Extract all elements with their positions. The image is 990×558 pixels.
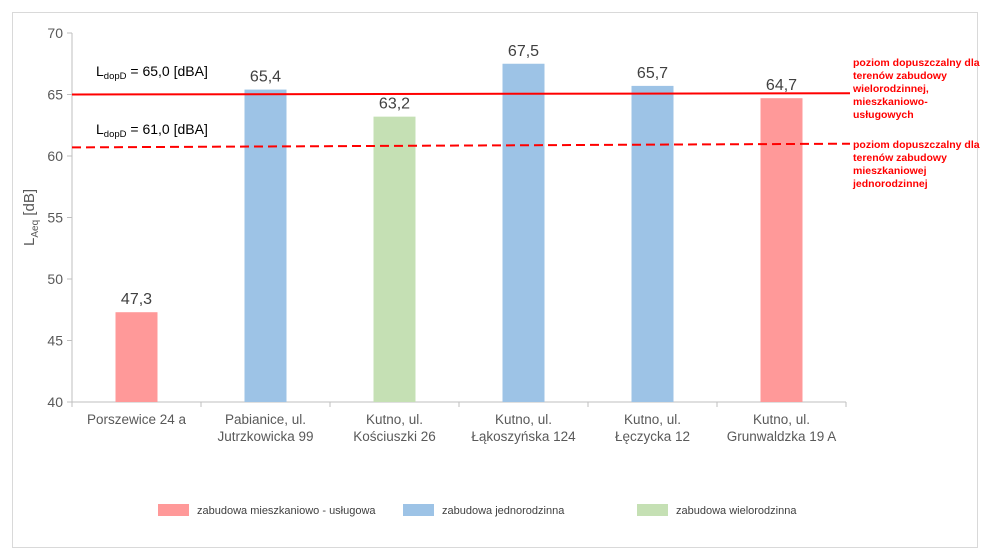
chart-frame	[12, 12, 978, 548]
bar	[115, 312, 158, 402]
legend-item: zabudowa mieszkaniowo - usługowa	[158, 504, 376, 517]
legend: zabudowa mieszkaniowo - usługowa zabudowa…	[158, 504, 797, 517]
bar	[244, 89, 287, 402]
y-tick-label: 40	[47, 394, 63, 410]
data-label: 64,7	[766, 77, 797, 94]
reference-line-label: LdopD = 61,0 [dBA]	[96, 121, 208, 140]
bar	[760, 98, 803, 402]
y-tick-label: 70	[47, 25, 63, 41]
data-label: 47,3	[121, 291, 152, 308]
legend-item: zabudowa wielorodzinna	[637, 504, 797, 517]
category-label: Pabianice, ul. Jutrzkowicka 99	[217, 412, 313, 444]
y-tick-label: 45	[47, 333, 63, 349]
legend-swatch	[637, 504, 668, 516]
reference-line-note: poziom dopuszczalny dla terenów zabudowy w…	[852, 57, 980, 121]
data-label: 65,7	[637, 65, 668, 82]
legend-swatch	[403, 504, 434, 516]
category-label: Porszewice 24 a	[87, 412, 187, 427]
data-label: 65,4	[250, 69, 281, 86]
data-label: 63,2	[379, 96, 410, 113]
legend-item: zabudowa jednorodzinna	[403, 504, 565, 517]
legend-swatch	[158, 504, 189, 516]
reference-line	[71, 92, 851, 96]
reference-line-note: poziom dopuszczalny dla terenów zabudowy m…	[852, 139, 980, 190]
bars: 47,3 65,4 63,2 67,5 65,7 64,7	[115, 43, 803, 402]
reference-line	[71, 142, 851, 149]
y-tick-label: 50	[47, 271, 63, 287]
data-label: 67,5	[508, 43, 539, 60]
bar	[631, 85, 674, 402]
legend-label: zabudowa jednorodzinna	[442, 505, 565, 517]
category-label: Kutno, ul. Łęczycka 12	[615, 412, 690, 444]
category-label: Kutno, ul. Grunwaldzka 19 A	[727, 412, 837, 444]
reference-line-label: LdopD = 65,0 [dBA]	[96, 63, 208, 82]
y-axis-label: LAeq [dB]	[21, 189, 41, 246]
y-tick-label: 55	[47, 210, 63, 226]
category-label: Kutno, ul. Łąkoszyńska 124	[471, 412, 576, 444]
axes: 40 45 50 55 60 65 70 LAeq [dB] Porszewice 24 a Pa…	[21, 25, 847, 444]
legend-label: zabudowa mieszkaniowo - usługowa	[197, 505, 376, 517]
bar	[373, 116, 416, 402]
legend-label: zabudowa wielorodzinna	[676, 505, 797, 517]
bar	[502, 63, 545, 402]
reference-lines: LdopD = 65,0 [dBA] poziom dopuszczalny dl…	[71, 57, 980, 190]
y-tick-label: 60	[47, 148, 63, 164]
y-tick-label: 65	[47, 87, 63, 103]
category-label: Kutno, ul. Kościuszki 26	[353, 412, 436, 444]
